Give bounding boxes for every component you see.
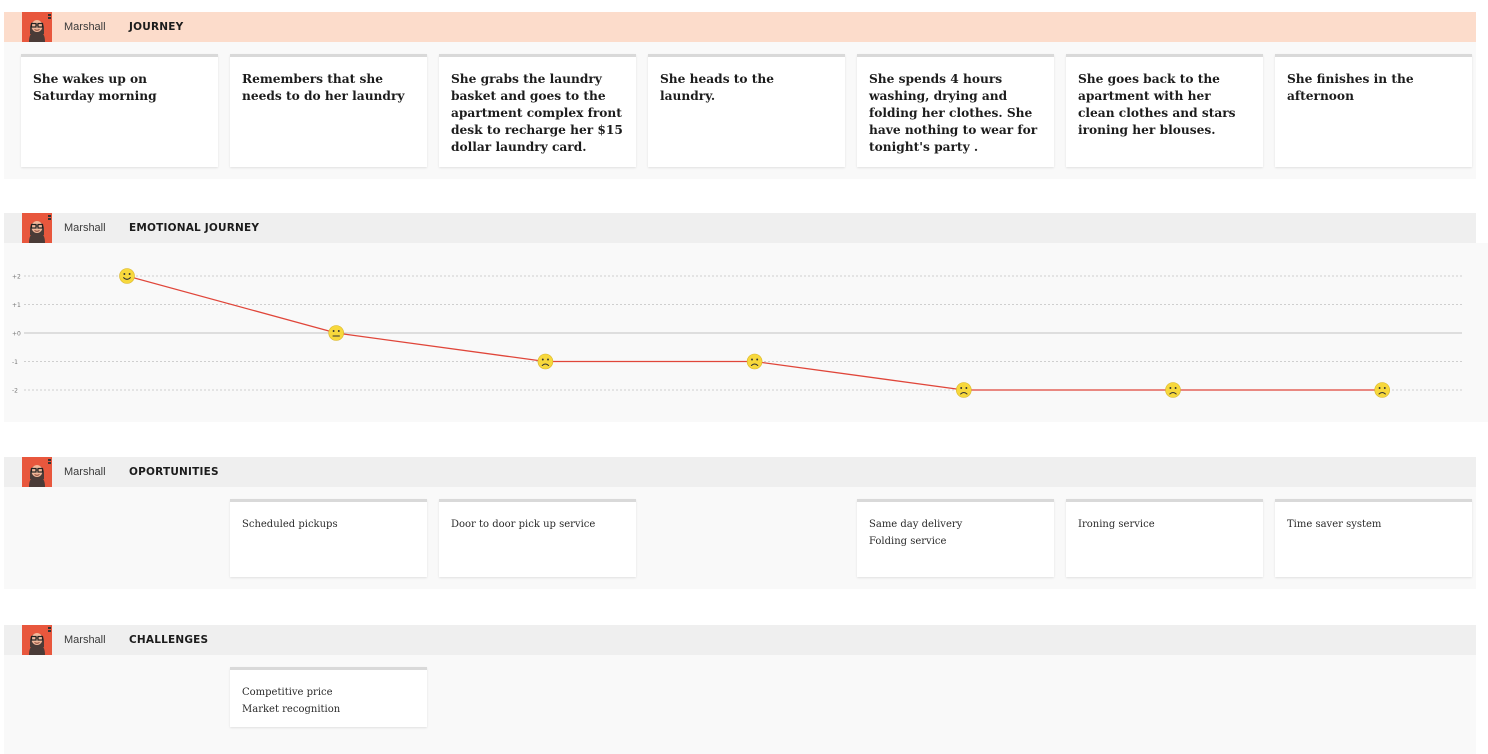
- opportunity-card[interactable]: Ironing service: [1066, 499, 1263, 577]
- journey-step-text: She grabs the laundry basket and goes to…: [451, 72, 623, 154]
- y-tick-label: +0: [12, 331, 21, 338]
- opportunity-item: Same day delivery: [869, 519, 963, 530]
- journey-lane: She wakes up on Saturday morning Remember…: [4, 42, 1476, 179]
- journey-step-card[interactable]: She grabs the laundry basket and goes to…: [439, 54, 636, 167]
- sad-face-icon[interactable]: [1165, 382, 1181, 398]
- neutral-face-icon[interactable]: [328, 325, 345, 341]
- sad-face-icon[interactable]: [746, 353, 763, 370]
- persona-avatar[interactable]: [22, 12, 52, 42]
- journey-step-card[interactable]: She wakes up on Saturday morning: [21, 54, 218, 167]
- opportunity-item: Door to door pick up service: [451, 519, 596, 530]
- opportunity-item: Ironing service: [1078, 519, 1155, 530]
- persona-avatar[interactable]: [22, 625, 52, 655]
- journey-step-text: She wakes up on Saturday morning: [33, 72, 157, 103]
- opportunity-card[interactable]: Scheduled pickups: [230, 499, 427, 577]
- journey-step-card[interactable]: She heads to the laundry.: [648, 54, 845, 167]
- journey-step-card[interactable]: She goes back to the apartment with her …: [1066, 54, 1263, 167]
- journey-step-card[interactable]: Remembers that she needs to do her laund…: [230, 54, 427, 167]
- emotion-chart: +2 +1 +0 -1 -2: [4, 243, 1488, 422]
- journey-header: Marshall JOURNEY: [4, 12, 1476, 42]
- opportunity-item: Scheduled pickups: [242, 519, 338, 530]
- person-icon: [22, 625, 52, 655]
- y-tick-label: +1: [12, 302, 21, 309]
- opportunity-card[interactable]: Door to door pick up service: [439, 499, 636, 577]
- section-title-journey: JOURNEY: [129, 21, 184, 33]
- journey-step-card[interactable]: She finishes in the afternoon: [1275, 54, 1472, 167]
- opportunity-card[interactable]: Time saver system: [1275, 499, 1472, 577]
- persona-name: Marshall: [64, 634, 106, 646]
- opportunities-lane: Scheduled pickups Door to door pick up se…: [4, 487, 1476, 589]
- emotional-journey-header: Marshall EMOTIONAL JOURNEY: [4, 213, 1476, 243]
- person-icon: [22, 457, 52, 487]
- happy-face-icon[interactable]: [119, 268, 135, 284]
- challenge-card[interactable]: Competitive price Market recognition: [230, 667, 427, 727]
- section-title-emotional-journey: EMOTIONAL JOURNEY: [129, 222, 260, 234]
- persona-avatar[interactable]: [22, 457, 52, 487]
- sad-face-icon[interactable]: [1374, 382, 1390, 398]
- challenge-item: Competitive price: [242, 687, 333, 698]
- person-icon: [22, 12, 52, 42]
- journey-step-text: She goes back to the apartment with her …: [1078, 72, 1236, 137]
- opportunity-item: Time saver system: [1287, 519, 1382, 530]
- challenges-lane: Competitive price Market recognition: [4, 655, 1476, 754]
- emotion-chart-svg: +2 +1 +0 -1 -2: [12, 268, 1462, 398]
- y-tick-label: +2: [12, 274, 21, 281]
- persona-name: Marshall: [64, 222, 106, 234]
- y-tick-label: -1: [12, 359, 18, 366]
- opportunity-card[interactable]: Same day delivery Folding service: [857, 499, 1054, 577]
- y-tick-label: -2: [12, 388, 18, 395]
- journey-step-text: She heads to the laundry.: [660, 72, 775, 103]
- section-title-challenges: CHALLENGES: [129, 634, 209, 646]
- challenge-item: Market recognition: [242, 704, 341, 715]
- journey-step-card[interactable]: She spends 4 hours washing, drying and f…: [857, 54, 1054, 167]
- journey-step-text: She spends 4 hours washing, drying and f…: [869, 72, 1038, 154]
- persona-avatar[interactable]: [22, 213, 52, 243]
- sad-face-icon[interactable]: [955, 382, 972, 398]
- person-icon: [22, 213, 52, 243]
- journey-step-text: She finishes in the afternoon: [1287, 72, 1414, 103]
- journey-step-text: Remembers that she needs to do her laund…: [242, 72, 405, 103]
- opportunities-header: Marshall OPORTUNITIES: [4, 457, 1476, 487]
- persona-name: Marshall: [64, 466, 106, 478]
- opportunity-item: Folding service: [869, 536, 947, 547]
- section-title-opportunities: OPORTUNITIES: [129, 466, 219, 478]
- sad-face-icon[interactable]: [537, 353, 554, 370]
- persona-name: Marshall: [64, 21, 106, 33]
- challenges-header: Marshall CHALLENGES: [4, 625, 1476, 655]
